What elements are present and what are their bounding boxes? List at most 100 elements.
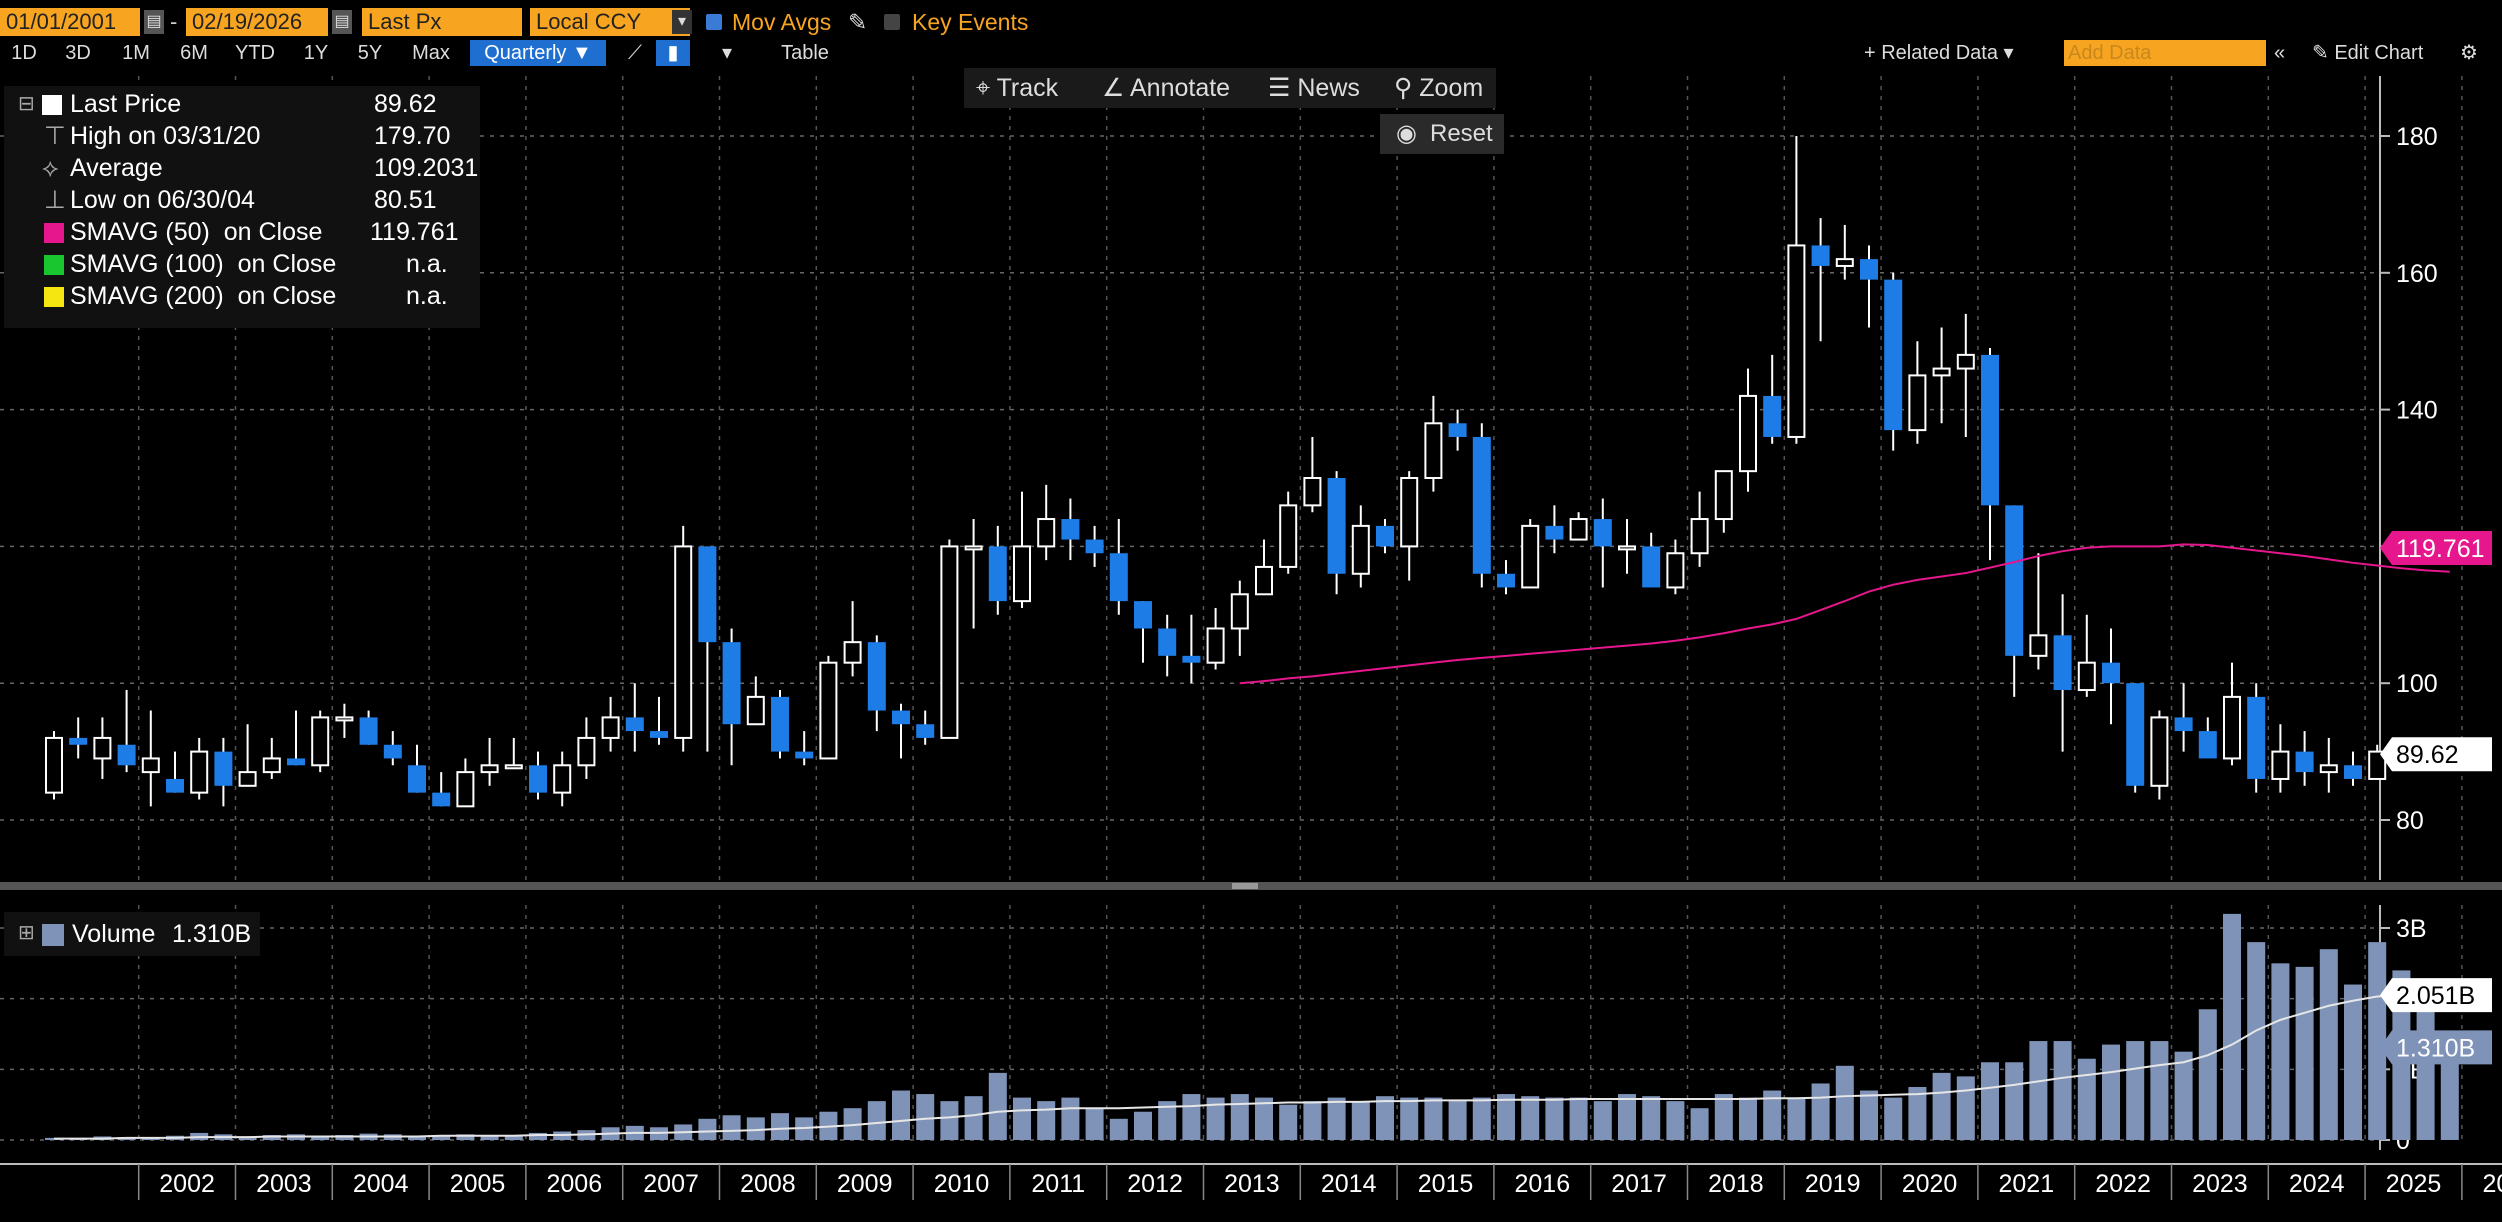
x-tick-label: 2018 <box>1708 1170 1764 1198</box>
field-select[interactable]: Last Px <box>362 8 522 36</box>
candle-body <box>190 750 209 794</box>
volume-bar <box>1714 1094 1733 1140</box>
legend-label: SMAVG (100) on Close <box>70 250 337 278</box>
volume-tag <box>2380 978 2492 1013</box>
candle-body <box>2344 765 2362 779</box>
x-tick-label: 2026 <box>2482 1170 2502 1198</box>
key-events-checkbox[interactable] <box>884 14 900 30</box>
annotate-button[interactable]: ∠ Annotate <box>1102 68 1230 108</box>
candle-body <box>2029 634 2048 657</box>
period-1d[interactable]: 1D <box>11 42 37 64</box>
edit-chart-button[interactable]: ✎ Edit Chart <box>2312 40 2423 66</box>
mov-avgs-label[interactable]: Mov Avgs <box>732 9 832 35</box>
start-date-input[interactable]: 01/01/2001 <box>0 8 140 36</box>
legend-value: 119.761 <box>370 218 459 246</box>
candle-body <box>1400 477 1419 548</box>
line-chart-icon[interactable]: ⟋ <box>628 42 642 64</box>
volume-bar <box>964 1096 983 1140</box>
volume-bar <box>480 1135 499 1140</box>
volume-legend[interactable]: ⊞ Volume 1.310B <box>4 912 260 956</box>
volume-bar <box>1134 1111 1152 1140</box>
candle-body <box>1013 545 1031 603</box>
candle-body <box>117 744 136 766</box>
volume-bar <box>746 1117 765 1140</box>
volume-bar <box>2005 1062 2024 1140</box>
candle-body <box>1956 353 1975 370</box>
gear-icon[interactable]: ⚙ <box>2460 42 2478 64</box>
calendar-icon[interactable]: ▤ <box>144 10 164 34</box>
candle-body <box>746 695 765 726</box>
volume-tag <box>2380 1030 2492 1065</box>
volume-bar <box>1472 1097 1491 1140</box>
legend-label: SMAVG (50) on Close <box>70 218 323 246</box>
volume-bar <box>2368 942 2387 1140</box>
news-button[interactable]: ☰ News <box>1268 68 1360 108</box>
candle-body <box>214 751 233 786</box>
collapse-toggle-icon[interactable]: ⊟ <box>18 93 35 115</box>
legend-row-sma100[interactable]: SMAVG (100) on Close n.a. <box>4 248 480 280</box>
expand-toggle-icon[interactable]: ⊞ <box>18 922 35 944</box>
track-button[interactable]: ⌖ Track <box>976 68 1058 108</box>
candle-body <box>166 778 184 793</box>
status-strip <box>0 1208 2502 1222</box>
legend-value: n.a. <box>406 282 448 310</box>
price-volume-chart[interactable]: 8010012014016018001B2B3B119.76189.622.05… <box>0 70 2502 1210</box>
collapse-icon[interactable]: « <box>2274 42 2286 64</box>
key-events-label[interactable]: Key Events <box>912 9 1029 35</box>
calendar-icon[interactable]: ▤ <box>332 10 352 34</box>
pencil-icon[interactable]: ✎ <box>848 9 868 35</box>
legend-label: SMAVG (200) on Close <box>70 282 337 310</box>
period-ytd[interactable]: YTD <box>235 42 275 64</box>
candle-body <box>916 724 935 738</box>
candle-body <box>311 716 330 767</box>
sma50-line <box>1239 543 2450 685</box>
legend-row-sma200[interactable]: SMAVG (200) on Close n.a. <box>4 280 480 312</box>
candle-body <box>2319 764 2338 774</box>
volume-bar <box>1981 1062 1999 1140</box>
annotate-label: Annotate <box>1129 74 1231 102</box>
candle-chart-icon[interactable]: ▮ <box>656 40 690 66</box>
candle-body <box>238 771 257 787</box>
table-button[interactable]: Table <box>781 42 829 64</box>
candle-body <box>1545 525 1564 540</box>
currency-select[interactable]: Local CCY <box>530 8 690 36</box>
add-data-input[interactable]: Add Data <box>2064 40 2266 66</box>
volume-bar <box>2150 1041 2169 1140</box>
frequency-select[interactable]: Quarterly ▼ <box>470 40 606 66</box>
candle-body <box>2223 695 2241 760</box>
x-tick-label: 2009 <box>837 1170 893 1198</box>
volume-bar <box>1545 1097 1564 1140</box>
end-date-input[interactable]: 02/19/2026 <box>186 8 328 36</box>
period-1m[interactable]: 1M <box>122 42 150 64</box>
period-6m[interactable]: 6M <box>180 42 208 64</box>
candle-body <box>1279 504 1298 568</box>
legend-value: 109.2031 <box>374 154 479 182</box>
period-3d[interactable]: 3D <box>65 42 91 64</box>
legend-row-last-price[interactable]: ⊟ Last Price 89.62 <box>4 88 480 120</box>
volume-bar <box>1811 1083 1830 1140</box>
chart-type-dropdown[interactable]: ▾ <box>721 42 733 64</box>
volume-bar <box>722 1115 741 1140</box>
mov-avgs-checkbox[interactable] <box>706 14 722 30</box>
annotate-icon: ∠ <box>1102 74 1130 102</box>
legend-value: 80.51 <box>374 186 437 214</box>
chart-tools-menu: ⌖ Track ∠ Annotate ☰ News ⚲ Zoom <box>964 68 1496 108</box>
period-max[interactable]: Max <box>412 42 450 64</box>
candle-body <box>1908 374 1927 432</box>
candle-body <box>674 545 693 739</box>
related-data-button[interactable]: + Related Data ▾ <box>1864 42 2014 64</box>
edit-chart-label: Edit Chart <box>2334 42 2424 64</box>
legend-row-sma50[interactable]: SMAVG (50) on Close 119.761 <box>4 216 480 248</box>
reset-button[interactable]: ◉ Reset <box>1380 114 1504 154</box>
candle-body <box>577 736 596 767</box>
candle-body <box>650 731 668 738</box>
period-5y[interactable]: 5Y <box>357 42 383 64</box>
y-tick-label: 140 <box>2396 397 2438 425</box>
zoom-button[interactable]: ⚲ Zoom <box>1394 68 1483 108</box>
x-tick-label: 2015 <box>1418 1170 1474 1198</box>
chevron-down-icon[interactable]: ▾ <box>672 10 692 34</box>
x-tick-label: 2024 <box>2289 1170 2345 1198</box>
period-1y[interactable]: 1Y <box>303 42 329 64</box>
volume-value: 1.310B <box>172 920 252 948</box>
legend-swatch <box>42 95 62 115</box>
